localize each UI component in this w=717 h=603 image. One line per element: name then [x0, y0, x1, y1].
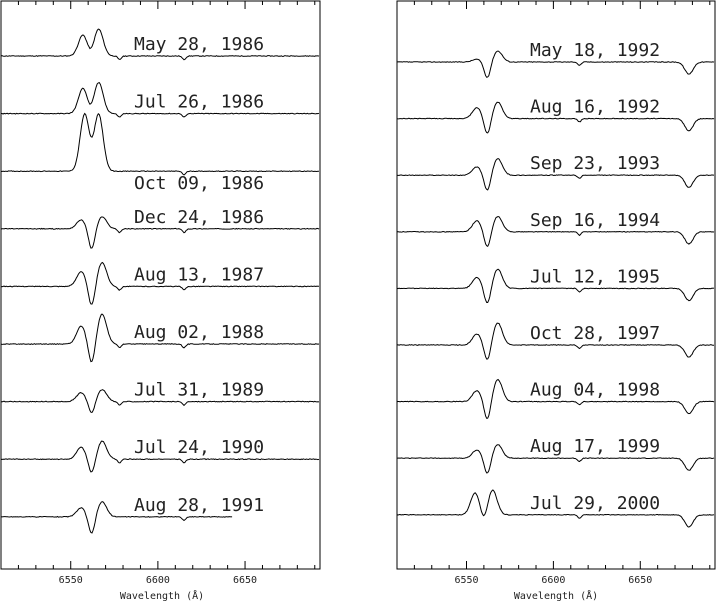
date-label: May 28, 1986 [134, 34, 264, 55]
x-tick-label: 6650 [628, 575, 652, 586]
x-tick-label: 6550 [59, 575, 83, 586]
spectrum-line [1, 82, 320, 118]
date-label: Aug 13, 1987 [134, 264, 264, 285]
date-label: Aug 04, 1998 [530, 380, 660, 401]
spectrum-line [396, 158, 714, 191]
date-label: May 18, 1992 [530, 40, 660, 61]
right-x-ticks: 6550 6600 6650 [413, 1, 711, 586]
spectrum-line [396, 101, 715, 134]
date-label: Jul 24, 1990 [134, 437, 264, 458]
left-spectra [0, 28, 320, 534]
right-date-labels: May 18, 1992 Aug 16, 1992 Sep 23, 1993 Sep … [530, 40, 660, 514]
right-x-axis-label: Wavelength (Å) [514, 589, 598, 602]
spectrum-line [396, 378, 715, 419]
left-x-ticks: 6550 6600 6650 [17, 1, 316, 586]
spectrum-line [0, 389, 320, 413]
date-label: Oct 09, 1986 [134, 173, 264, 194]
spectrum-line [396, 489, 715, 528]
date-label: Aug 17, 1999 [530, 436, 660, 457]
left-x-axis-label: Wavelength (Å) [120, 589, 204, 602]
spectrum-line [0, 261, 319, 305]
date-label: Jul 29, 2000 [530, 493, 660, 514]
spectrum-line [396, 268, 715, 303]
date-label: Oct 28, 1997 [530, 323, 660, 344]
right-panel: May 18, 1992 Aug 16, 1992 Sep 23, 1993 Sep … [396, 0, 716, 602]
x-tick-label: 6600 [146, 575, 170, 586]
date-label: Aug 28, 1991 [134, 495, 264, 516]
spectrum-line [0, 313, 320, 363]
spectrum-line [0, 216, 320, 249]
spectrum-line [397, 50, 715, 78]
left-panel: May 28, 1986 Jul 26, 1986 Oct 09, 1986 Dec … [0, 0, 321, 602]
spectrum-line [396, 322, 715, 360]
date-label: Aug 02, 1988 [134, 322, 264, 343]
date-label: Jul 12, 1995 [530, 266, 660, 287]
right-spectra [396, 50, 715, 528]
x-tick-label: 6650 [233, 575, 257, 586]
x-tick-label: 6550 [454, 575, 478, 586]
left-date-labels: May 28, 1986 Jul 26, 1986 Oct 09, 1986 Dec … [134, 34, 264, 516]
spectrum-line [0, 501, 233, 534]
date-label: Jul 31, 1989 [134, 380, 264, 401]
spectrum-line [0, 112, 320, 176]
x-tick-label: 6600 [541, 575, 565, 586]
spectrum-line [0, 28, 320, 61]
left-panel-frame [0, 0, 321, 570]
date-label: Aug 16, 1992 [530, 97, 660, 118]
spectrum-line [396, 215, 715, 247]
spectrum-line [397, 444, 715, 474]
date-label: Sep 16, 1994 [530, 210, 660, 231]
spectrum-line [0, 440, 320, 473]
date-label: Dec 24, 1986 [134, 207, 264, 228]
date-label: Jul 26, 1986 [134, 92, 264, 113]
date-label: Sep 23, 1993 [530, 153, 660, 174]
right-panel-frame [396, 0, 716, 570]
